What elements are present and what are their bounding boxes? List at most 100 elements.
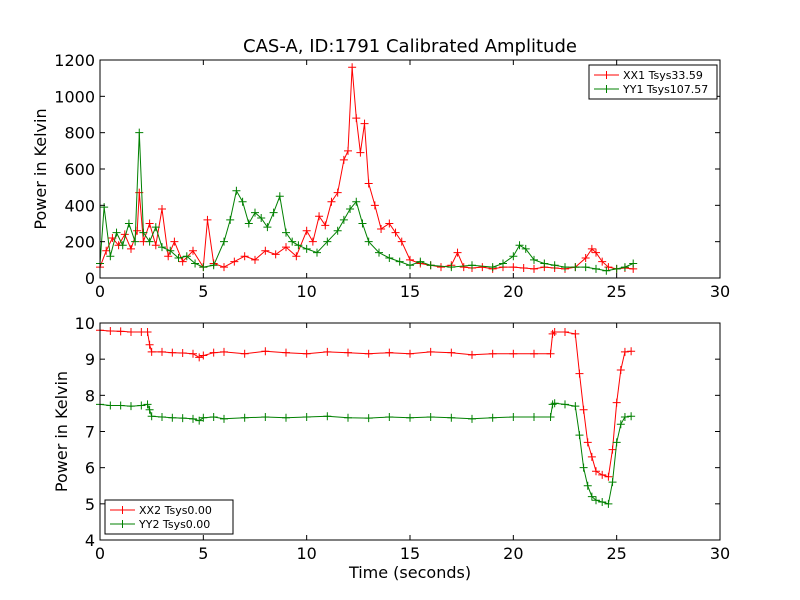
data-point bbox=[302, 349, 311, 358]
data-point bbox=[561, 328, 569, 337]
legend-box bbox=[588, 64, 718, 100]
data-point bbox=[468, 414, 476, 423]
data-point bbox=[385, 219, 394, 228]
y-tick-label: 1000 bbox=[54, 87, 95, 106]
data-point bbox=[581, 254, 590, 263]
x-tick-label: 0 bbox=[95, 544, 105, 563]
data-point bbox=[468, 261, 476, 270]
data-point bbox=[327, 197, 336, 206]
data-point bbox=[302, 226, 311, 235]
data-point bbox=[220, 263, 228, 272]
data-point bbox=[627, 347, 636, 356]
data-point bbox=[375, 248, 383, 257]
data-point bbox=[587, 452, 596, 461]
data-point bbox=[282, 228, 290, 237]
data-point bbox=[151, 241, 160, 250]
x-tick-label: 30 bbox=[710, 544, 730, 563]
x-tick-label: 10 bbox=[296, 544, 316, 563]
data-point bbox=[333, 188, 342, 197]
x-axis-label: Time (seconds) bbox=[348, 563, 471, 582]
top-subplot: 0 5 10 15 20 25 30 0 200 400 600 800 1000 1200 Power i… bbox=[31, 51, 730, 301]
data-point bbox=[313, 248, 321, 257]
data-point bbox=[519, 264, 528, 273]
legend-label: YY1 Tsys107.57 bbox=[622, 83, 708, 96]
data-point bbox=[271, 250, 280, 259]
data-point bbox=[168, 413, 177, 422]
data-point bbox=[344, 413, 352, 422]
figure-title: CAS-A, ID:1791 Calibrated Amplitude bbox=[243, 36, 577, 57]
data-point bbox=[275, 192, 284, 201]
data-point bbox=[530, 349, 538, 358]
data-point bbox=[333, 226, 342, 235]
data-point bbox=[612, 398, 621, 407]
data-point bbox=[364, 179, 373, 188]
data-point bbox=[521, 244, 530, 253]
legend-marker bbox=[602, 85, 611, 93]
data-point bbox=[370, 201, 379, 210]
data-point bbox=[385, 254, 394, 263]
data-point bbox=[143, 328, 152, 337]
data-point bbox=[302, 244, 311, 253]
data-point bbox=[356, 148, 365, 157]
y-tick-label: 9 bbox=[85, 350, 95, 369]
data-point bbox=[592, 496, 600, 505]
x-tick-label: 5 bbox=[198, 282, 208, 301]
data-point bbox=[579, 463, 588, 472]
data-point bbox=[620, 263, 629, 272]
data-point bbox=[251, 255, 259, 264]
data-point bbox=[127, 402, 135, 411]
data-point bbox=[426, 413, 435, 422]
y-axis-label: Power in Kelvin bbox=[52, 371, 71, 492]
data-point bbox=[447, 348, 456, 357]
data-point bbox=[135, 128, 144, 137]
data-point bbox=[604, 263, 613, 272]
data-point bbox=[604, 499, 613, 508]
data-point bbox=[124, 219, 133, 228]
data-point bbox=[199, 413, 208, 422]
data-point bbox=[209, 261, 218, 270]
data-point bbox=[292, 252, 301, 261]
data-point bbox=[178, 414, 187, 423]
data-point bbox=[257, 214, 266, 223]
data-point bbox=[406, 261, 414, 270]
data-point bbox=[116, 401, 125, 410]
data-point bbox=[447, 263, 456, 272]
data-point bbox=[178, 257, 187, 266]
data-point bbox=[191, 259, 200, 268]
data-point bbox=[182, 252, 191, 261]
x-tick-label: 0 bbox=[95, 282, 105, 301]
data-point bbox=[308, 237, 317, 246]
data-point bbox=[509, 252, 518, 261]
data-point bbox=[282, 243, 290, 252]
data-point bbox=[238, 197, 247, 206]
data-point bbox=[478, 263, 487, 272]
data-point bbox=[261, 246, 270, 255]
data-point bbox=[604, 472, 613, 481]
data-point bbox=[323, 237, 332, 246]
data-point bbox=[158, 243, 166, 252]
data-point bbox=[488, 263, 497, 272]
data-point bbox=[406, 413, 414, 422]
legend-marker bbox=[118, 520, 127, 528]
y-tick-label: 8 bbox=[85, 386, 95, 405]
data-point bbox=[571, 263, 580, 272]
data-point bbox=[571, 329, 580, 338]
data-point bbox=[592, 467, 600, 476]
data-point bbox=[127, 328, 135, 337]
bottom-subplot: 0 5 10 15 20 25 30 4 5 6 7 8 9 10 Power in Kelvin Time … bbox=[52, 314, 730, 582]
data-point bbox=[116, 327, 125, 336]
data-point bbox=[244, 219, 253, 228]
data-point bbox=[426, 347, 435, 356]
data-point bbox=[137, 401, 146, 410]
data-point bbox=[288, 237, 297, 246]
data-point bbox=[509, 413, 518, 422]
x-tick-label: 5 bbox=[198, 544, 208, 563]
data-point bbox=[540, 259, 549, 268]
series-line-2 bbox=[99, 132, 634, 272]
data-point bbox=[592, 248, 600, 257]
data-point bbox=[102, 246, 111, 255]
y-tick-label: 0 bbox=[85, 269, 95, 288]
data-point bbox=[587, 492, 596, 501]
